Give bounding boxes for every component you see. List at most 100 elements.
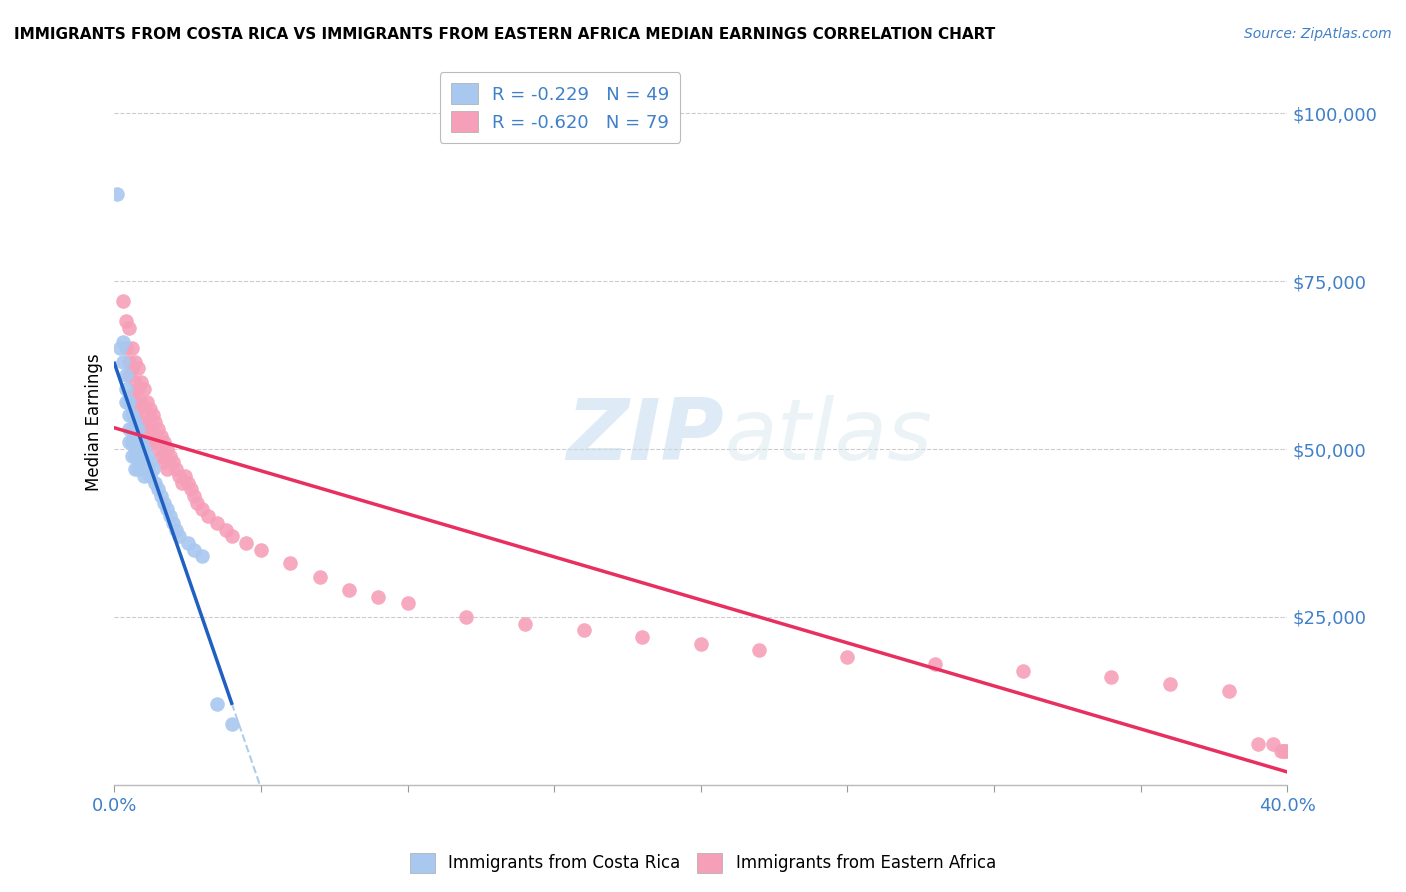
Point [135, 462, 157, 476]
Point [1247, 738, 1270, 752]
Point [129, 415, 152, 429]
Point [148, 442, 170, 456]
Point [135, 449, 157, 463]
Point [138, 455, 160, 469]
Point [132, 455, 155, 469]
Point [118, 422, 141, 436]
Point [127, 449, 149, 463]
Point [132, 422, 155, 436]
Point [1261, 738, 1284, 752]
Point [183, 542, 205, 557]
Point [221, 529, 243, 543]
Point [135, 395, 157, 409]
Point [118, 395, 141, 409]
Point [1272, 744, 1295, 758]
Text: ZIP: ZIP [567, 395, 724, 478]
Point [124, 375, 146, 389]
Point [191, 549, 214, 564]
Point [689, 637, 711, 651]
Point [124, 442, 146, 456]
Point [112, 294, 135, 309]
Point [141, 428, 163, 442]
Point [221, 717, 243, 731]
Point [177, 536, 200, 550]
Point [132, 401, 155, 416]
Point [141, 409, 163, 423]
Y-axis label: Median Earnings: Median Earnings [86, 353, 103, 491]
Point [337, 582, 360, 597]
Point [156, 442, 179, 456]
Point [127, 382, 149, 396]
Point [150, 428, 173, 442]
Point [124, 449, 146, 463]
Point [191, 502, 214, 516]
Point [118, 435, 141, 450]
Point [235, 536, 257, 550]
Text: atlas: atlas [724, 395, 932, 478]
Point [153, 496, 176, 510]
Point [121, 435, 143, 450]
Point [153, 435, 176, 450]
Point [250, 542, 273, 557]
Point [215, 523, 238, 537]
Point [127, 401, 149, 416]
Point [159, 449, 181, 463]
Point [1270, 744, 1292, 758]
Point [127, 462, 149, 476]
Legend: Immigrants from Costa Rica, Immigrants from Eastern Africa: Immigrants from Costa Rica, Immigrants f… [404, 847, 1002, 880]
Point [186, 496, 208, 510]
Point [153, 455, 176, 469]
Point [572, 624, 595, 638]
Point [148, 422, 170, 436]
Point [110, 341, 132, 355]
Point [124, 395, 146, 409]
Point [121, 341, 143, 355]
Point [115, 395, 138, 409]
Point [197, 509, 219, 524]
Point [118, 409, 141, 423]
Point [167, 469, 190, 483]
Point [118, 368, 141, 383]
Point [129, 435, 152, 450]
Point [159, 509, 181, 524]
Point [118, 321, 141, 335]
Point [165, 523, 187, 537]
Point [278, 556, 301, 570]
Point [367, 590, 389, 604]
Point [127, 422, 149, 436]
Point [138, 435, 160, 450]
Point [124, 428, 146, 442]
Point [115, 341, 138, 355]
Point [1012, 664, 1035, 678]
Point [924, 657, 946, 671]
Point [145, 415, 167, 429]
Point [162, 516, 184, 530]
Point [1277, 744, 1299, 758]
Point [138, 422, 160, 436]
Point [115, 314, 138, 328]
Point [105, 186, 128, 201]
Point [115, 382, 138, 396]
Point [121, 361, 143, 376]
Point [1218, 683, 1240, 698]
Point [138, 401, 160, 416]
Point [170, 475, 193, 490]
Point [121, 449, 143, 463]
Point [112, 355, 135, 369]
Point [135, 415, 157, 429]
Text: IMMIGRANTS FROM COSTA RICA VS IMMIGRANTS FROM EASTERN AFRICA MEDIAN EARNINGS COR: IMMIGRANTS FROM COSTA RICA VS IMMIGRANTS… [14, 27, 995, 42]
Point [129, 375, 152, 389]
Point [121, 409, 143, 423]
Point [141, 462, 163, 476]
Point [1272, 744, 1295, 758]
Point [156, 502, 179, 516]
Point [396, 597, 419, 611]
Point [165, 462, 187, 476]
Point [150, 489, 173, 503]
Point [1159, 677, 1181, 691]
Point [132, 382, 155, 396]
Text: Source: ZipAtlas.com: Source: ZipAtlas.com [1244, 27, 1392, 41]
Point [205, 516, 228, 530]
Point [145, 475, 167, 490]
Point [167, 529, 190, 543]
